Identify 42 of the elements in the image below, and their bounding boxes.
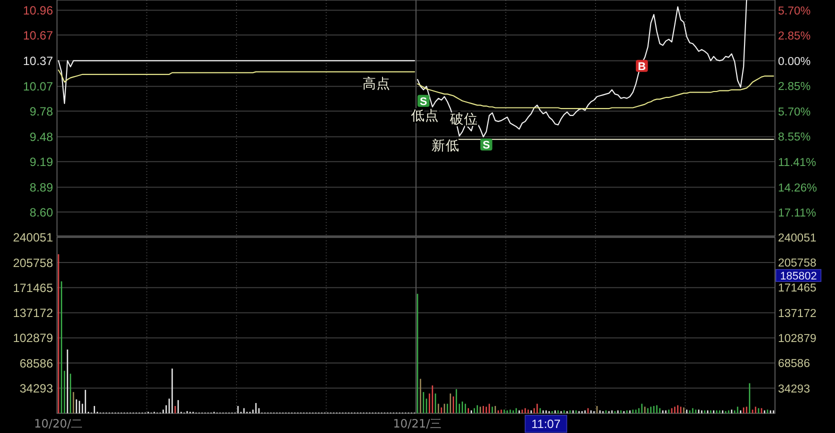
y2-tick-label: 2.85%: [778, 81, 811, 94]
y-tick-label: 34293: [20, 381, 54, 396]
y-tick-label: 205758: [12, 256, 54, 270]
y-tick-label: 8.60: [30, 205, 54, 220]
text: 185802: [780, 270, 817, 282]
x-tick-label: 10/20/二: [34, 416, 84, 430]
text: 11:07: [531, 417, 561, 432]
y-tick-label: 102879: [12, 331, 54, 346]
y-tick-label: 8.89: [30, 180, 54, 195]
y-tick-label: 171465: [12, 280, 54, 295]
y-tick-label: 9.48: [30, 130, 54, 144]
annotation: 新低: [431, 138, 460, 154]
y2-tick-label: 0.00%: [778, 56, 811, 68]
y2-tick-label: 102879: [778, 333, 816, 346]
y2-tick-label: 17.11%: [778, 208, 816, 220]
y2-tick-label: 2.85%: [778, 30, 811, 43]
y2-tick-label: 14.26%: [778, 182, 818, 194]
y-tick-label: 9.19: [30, 154, 54, 169]
y2-tick-label: 137172: [778, 308, 816, 320]
data-label: S: [420, 96, 428, 108]
y-tick-label: 9.78: [30, 104, 54, 118]
y-tick-label: 10.96: [22, 4, 54, 18]
y2-tick-label: 5.70%: [778, 106, 811, 118]
y-tick-label: 10.67: [22, 28, 54, 42]
y2-tick-label: 205758: [778, 258, 816, 270]
y-tick-label: 10.07: [22, 80, 54, 94]
y2-tick-label: 240051: [778, 232, 816, 244]
y2-tick-label: 34293: [778, 383, 810, 396]
y-tick-label: 68586: [20, 356, 54, 370]
y-tick-label: 10.37: [22, 54, 54, 68]
x-tick-label: 10/21/三: [392, 416, 442, 430]
y2-tick-label: 5.70%: [778, 5, 811, 18]
y2-tick-label: 8.55%: [778, 132, 811, 144]
annotation: 高点: [362, 76, 391, 92]
y2-tick-label: 68586: [778, 358, 810, 370]
y2-tick-label: 11.41%: [778, 157, 816, 170]
data-label: S: [482, 139, 490, 152]
y-tick-label: 240051: [12, 230, 54, 245]
data-label: B: [638, 60, 646, 73]
y2-tick-label: 171465: [778, 282, 816, 295]
y-tick-label: 137172: [12, 306, 54, 320]
annotation: 低点: [410, 108, 439, 124]
